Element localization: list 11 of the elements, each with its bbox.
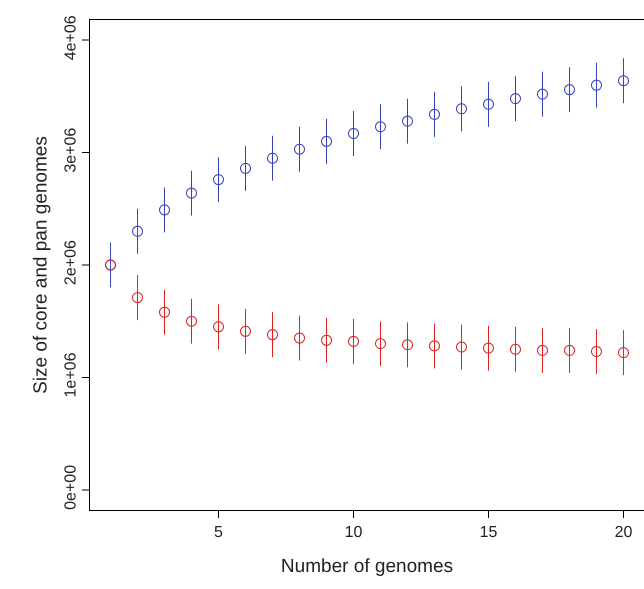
x-tick-label: 15: [480, 524, 498, 542]
x-tick-label: 10: [344, 524, 362, 542]
y-tick-label: 3e+06: [62, 128, 80, 173]
x-axis-title: Number of genomes: [280, 556, 454, 577]
y-tick-label: 1e+06: [62, 352, 80, 398]
y-axis-title: Size of core and pan genomes: [30, 136, 52, 394]
x-tick-label: 5: [214, 524, 224, 542]
y-tick-label: 4e+06: [62, 15, 80, 60]
y-tick-label: 0e+00: [62, 464, 80, 510]
x-tick-label: 20: [614, 524, 632, 542]
y-tick-label: 2e+06: [62, 240, 80, 286]
